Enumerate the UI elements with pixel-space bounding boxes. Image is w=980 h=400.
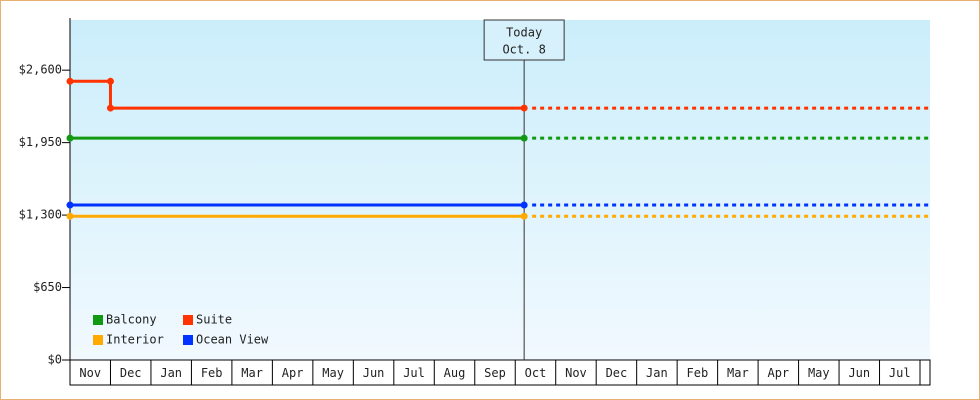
legend-label: Balcony <box>106 313 157 327</box>
point <box>106 104 114 112</box>
x-tick-label: Apr <box>282 366 304 380</box>
x-tick-label: Dec <box>606 366 628 380</box>
y-tick-label: $650 <box>33 280 62 294</box>
x-tick-label: Sep <box>484 366 506 380</box>
x-tick-label: Dec <box>120 366 142 380</box>
y-tick-label: $2,600 <box>19 63 62 77</box>
today-title: Today <box>506 26 542 40</box>
point <box>520 104 528 112</box>
x-tick-label: Oct <box>525 366 547 380</box>
x-tick-label: Mar <box>727 366 749 380</box>
y-tick-label: $1,950 <box>19 135 62 149</box>
plot-area <box>70 20 930 360</box>
x-tick-label: Jun <box>363 366 385 380</box>
x-tick-label: May <box>808 366 830 380</box>
y-tick-label: $1,300 <box>19 208 62 222</box>
x-tick-label: May <box>322 366 344 380</box>
point <box>520 212 528 220</box>
x-tick-label: Feb <box>201 366 223 380</box>
point <box>106 77 114 85</box>
point <box>66 201 74 209</box>
x-tick-label: Jan <box>646 366 668 380</box>
point <box>520 134 528 142</box>
point <box>66 77 74 85</box>
legend-swatch <box>183 335 193 345</box>
x-tick-label: Jul <box>889 366 911 380</box>
x-tick-label: Jul <box>403 366 425 380</box>
x-tick-label: Mar <box>241 366 263 380</box>
legend-label: Interior <box>106 333 164 347</box>
x-tick-label: Feb <box>687 366 709 380</box>
x-tick-label: Aug <box>444 366 466 380</box>
series-line <box>70 79 525 110</box>
legend-swatch <box>93 335 103 345</box>
legend-label: Suite <box>196 313 232 327</box>
y-tick-label: $0 <box>48 353 62 367</box>
point <box>520 201 528 209</box>
today-box <box>483 19 565 61</box>
point <box>66 212 74 220</box>
x-tick-label: Nov <box>565 366 587 380</box>
x-axis-band <box>69 359 931 386</box>
x-tick-label: Jan <box>160 366 182 380</box>
today-date: Oct. 8 <box>502 43 545 57</box>
legend-swatch <box>183 315 193 325</box>
legend-label: Ocean View <box>196 333 269 347</box>
x-tick-label: Apr <box>767 366 789 380</box>
x-tick-label: Nov <box>79 366 101 380</box>
point <box>66 134 74 142</box>
x-tick-label: Jun <box>848 366 870 380</box>
legend-swatch <box>93 315 103 325</box>
